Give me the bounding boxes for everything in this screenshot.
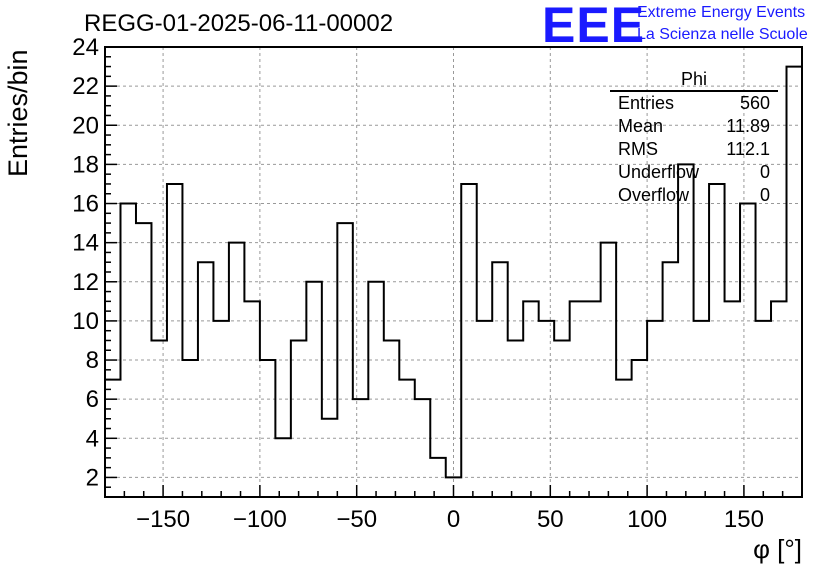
y-axis-label: Entries/bin xyxy=(3,49,33,177)
y-tick-label: 8 xyxy=(86,347,99,374)
y-tick-label: 6 xyxy=(86,386,99,413)
histogram-bin xyxy=(322,419,337,497)
histogram-bin xyxy=(337,223,352,497)
x-tick-label: 0 xyxy=(447,506,460,533)
histogram-bin xyxy=(430,458,445,497)
histogram-bin xyxy=(291,340,306,497)
histogram-bin xyxy=(508,340,523,497)
histogram-bin xyxy=(663,262,678,497)
y-tick-label: 16 xyxy=(72,191,99,218)
x-tick-label: −50 xyxy=(336,506,377,533)
histogram-bin xyxy=(120,204,135,497)
stats-row-underflow: Underflow 0 xyxy=(610,161,778,184)
histogram-bin xyxy=(601,243,616,497)
histogram-bin xyxy=(740,204,755,497)
histogram-bin xyxy=(399,380,414,497)
stats-label: Mean xyxy=(618,116,664,136)
histogram-bin xyxy=(136,223,151,497)
y-tick-label: 10 xyxy=(72,308,99,335)
stats-row-mean: Mean 11.89 xyxy=(610,115,778,138)
histogram-bin xyxy=(167,184,182,497)
histogram-bin xyxy=(709,184,724,497)
histogram-bin xyxy=(229,243,244,497)
stats-row-entries: Entries 560 xyxy=(610,92,778,115)
histogram-bin xyxy=(632,360,647,497)
histogram-bin xyxy=(694,321,709,497)
logo-line-2: La Scienza nelle Scuole xyxy=(637,26,808,43)
histogram-bin xyxy=(647,321,662,497)
x-tick-label: −100 xyxy=(233,506,287,533)
stats-label: Underflow xyxy=(618,162,700,182)
y-tick-label: 20 xyxy=(72,112,99,139)
histogram-bin xyxy=(461,184,476,497)
histogram-bin xyxy=(678,164,693,497)
histogram-bin xyxy=(523,301,538,497)
stats-value: 11.89 xyxy=(726,116,770,136)
histogram-bin xyxy=(244,301,259,497)
y-tick-label: 14 xyxy=(72,230,99,257)
histogram-bin xyxy=(182,360,197,497)
chart-title: REGG-01-2025-06-11-00002 xyxy=(84,10,394,37)
eee-logo: EEE xyxy=(542,0,646,53)
x-axis-label: φ [°] xyxy=(753,534,802,564)
x-tick-label: 150 xyxy=(724,506,764,533)
y-tick-label: 22 xyxy=(72,73,99,100)
y-tick-label: 2 xyxy=(86,464,99,491)
stats-value: 0 xyxy=(759,162,770,182)
y-tick-label: 24 xyxy=(72,34,99,61)
x-tick-label: −150 xyxy=(136,506,190,533)
histogram-bin xyxy=(306,282,321,497)
stats-value: 112.1 xyxy=(726,139,770,159)
histogram-bin xyxy=(539,321,554,497)
stats-value: 560 xyxy=(739,93,770,113)
stats-label: Overflow xyxy=(618,185,690,205)
stats-value: 0 xyxy=(759,185,770,205)
logo-line-1: Extreme Energy Events xyxy=(637,4,806,21)
histogram-bin xyxy=(570,301,585,497)
x-tick-label: 100 xyxy=(627,506,667,533)
histogram-bin xyxy=(384,340,399,497)
histogram-bin xyxy=(771,301,786,497)
histogram-bin xyxy=(151,340,166,497)
histogram-bin xyxy=(353,399,368,497)
y-tick-label: 18 xyxy=(72,151,99,178)
stats-box: Phi Entries 560 Mean 11.89 RMS 112.1 Underf… xyxy=(610,68,778,207)
stats-row-overflow: Overflow 0 xyxy=(610,184,778,207)
histogram-bin xyxy=(275,438,290,497)
histogram-bin xyxy=(477,321,492,497)
histogram-bin xyxy=(725,301,740,497)
x-tick-label: 50 xyxy=(537,506,564,533)
histogram-outline xyxy=(104,65,803,497)
histogram-bin xyxy=(554,340,569,497)
histogram-bin xyxy=(787,67,802,497)
histogram-bin xyxy=(198,262,213,497)
histogram-bin xyxy=(368,282,383,497)
histogram-bin xyxy=(415,399,430,497)
histogram-bin xyxy=(585,301,600,497)
stats-title: Phi xyxy=(610,68,778,92)
histogram-bin xyxy=(492,262,507,497)
y-tick-label: 12 xyxy=(72,269,99,296)
stats-label: RMS xyxy=(618,139,658,159)
histogram-bin xyxy=(260,360,275,497)
histogram-bin xyxy=(756,321,771,497)
y-tick-label: 4 xyxy=(86,425,99,452)
histogram-bin xyxy=(616,380,631,497)
stats-label: Entries xyxy=(618,93,675,113)
histogram-bin xyxy=(213,321,228,497)
stats-row-rms: RMS 112.1 xyxy=(610,138,778,161)
